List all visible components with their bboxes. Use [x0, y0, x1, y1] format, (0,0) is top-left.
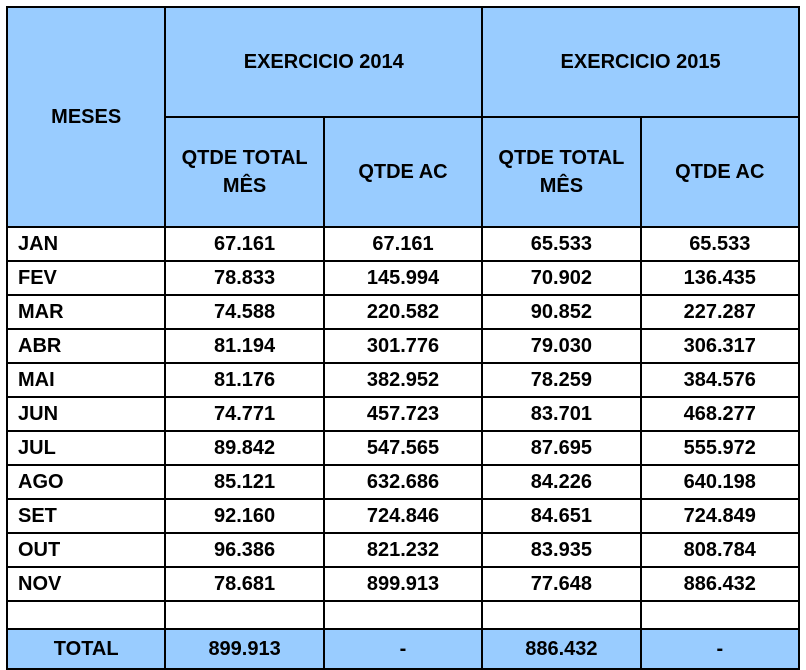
- y1-ac-cell: 632.686: [324, 465, 482, 499]
- y1-total-cell: 92.160: [165, 499, 323, 533]
- total-row: TOTAL 899.913 - 886.432 -: [7, 629, 799, 669]
- y1-ac-cell: 821.232: [324, 533, 482, 567]
- y2-ac-cell: 724.849: [641, 499, 799, 533]
- y1-total-cell: 74.588: [165, 295, 323, 329]
- y1-ac-cell: 301.776: [324, 329, 482, 363]
- month-cell: ABR: [7, 329, 165, 363]
- y2-ac-cell: 468.277: [641, 397, 799, 431]
- data-table: MESES EXERCICIO 2014 EXERCICIO 2015 QTDE…: [6, 6, 800, 670]
- month-cell: OUT: [7, 533, 165, 567]
- y2-ac-cell: 640.198: [641, 465, 799, 499]
- y2-ac-cell: 886.432: [641, 567, 799, 601]
- col-header-year1: EXERCICIO 2014: [165, 7, 482, 117]
- sub-y2-qt-ac: QTDE AC: [641, 117, 799, 227]
- table-row: JAN 67.161 67.161 65.533 65.533: [7, 227, 799, 261]
- y1-total-cell: 85.121: [165, 465, 323, 499]
- y2-ac-cell: 65.533: [641, 227, 799, 261]
- y2-total-cell: 87.695: [482, 431, 640, 465]
- y1-ac-cell: 145.994: [324, 261, 482, 295]
- sub-y2-qt-total: QTDE TOTAL MÊS: [482, 117, 640, 227]
- table-row: MAR 74.588 220.582 90.852 227.287: [7, 295, 799, 329]
- month-cell: MAI: [7, 363, 165, 397]
- y2-total-cell: 78.259: [482, 363, 640, 397]
- month-cell: JAN: [7, 227, 165, 261]
- y2-total-cell: 83.935: [482, 533, 640, 567]
- table-row: MAI 81.176 382.952 78.259 384.576: [7, 363, 799, 397]
- col-header-months: MESES: [7, 7, 165, 227]
- y1-total-cell: 96.386: [165, 533, 323, 567]
- y2-total-cell: 65.533: [482, 227, 640, 261]
- month-cell: JUN: [7, 397, 165, 431]
- y1-ac-cell: 899.913: [324, 567, 482, 601]
- empty-cell: [641, 601, 799, 629]
- month-cell: MAR: [7, 295, 165, 329]
- month-cell: JUL: [7, 431, 165, 465]
- month-cell: FEV: [7, 261, 165, 295]
- table-row: JUN 74.771 457.723 83.701 468.277: [7, 397, 799, 431]
- sub-y1-qt-ac: QTDE AC: [324, 117, 482, 227]
- empty-cell: [165, 601, 323, 629]
- total-y2-ac: -: [641, 629, 799, 669]
- y2-total-cell: 84.651: [482, 499, 640, 533]
- table-row: SET 92.160 724.846 84.651 724.849: [7, 499, 799, 533]
- table-row: JUL 89.842 547.565 87.695 555.972: [7, 431, 799, 465]
- total-y1-total: 899.913: [165, 629, 323, 669]
- table-row: OUT 96.386 821.232 83.935 808.784: [7, 533, 799, 567]
- y1-total-cell: 78.681: [165, 567, 323, 601]
- y1-ac-cell: 67.161: [324, 227, 482, 261]
- empty-cell: [324, 601, 482, 629]
- y1-total-cell: 67.161: [165, 227, 323, 261]
- month-cell: NOV: [7, 567, 165, 601]
- col-header-year2: EXERCICIO 2015: [482, 7, 799, 117]
- table-row: NOV 78.681 899.913 77.648 886.432: [7, 567, 799, 601]
- y1-ac-cell: 724.846: [324, 499, 482, 533]
- table-container: MESES EXERCICIO 2014 EXERCICIO 2015 QTDE…: [0, 0, 806, 655]
- empty-row: [7, 601, 799, 629]
- y2-ac-cell: 384.576: [641, 363, 799, 397]
- y1-total-cell: 74.771: [165, 397, 323, 431]
- y1-ac-cell: 382.952: [324, 363, 482, 397]
- sub-y1-qt-total: QTDE TOTAL MÊS: [165, 117, 323, 227]
- total-label: TOTAL: [7, 629, 165, 669]
- total-y1-ac: -: [324, 629, 482, 669]
- y2-total-cell: 90.852: [482, 295, 640, 329]
- y2-ac-cell: 808.784: [641, 533, 799, 567]
- y1-total-cell: 89.842: [165, 431, 323, 465]
- y1-ac-cell: 220.582: [324, 295, 482, 329]
- y2-ac-cell: 227.287: [641, 295, 799, 329]
- y2-total-cell: 70.902: [482, 261, 640, 295]
- y2-total-cell: 79.030: [482, 329, 640, 363]
- y2-ac-cell: 136.435: [641, 261, 799, 295]
- y2-ac-cell: 555.972: [641, 431, 799, 465]
- month-cell: AGO: [7, 465, 165, 499]
- month-cell: SET: [7, 499, 165, 533]
- table-row: FEV 78.833 145.994 70.902 136.435: [7, 261, 799, 295]
- y2-ac-cell: 306.317: [641, 329, 799, 363]
- y1-total-cell: 81.176: [165, 363, 323, 397]
- y1-total-cell: 81.194: [165, 329, 323, 363]
- y2-total-cell: 84.226: [482, 465, 640, 499]
- y2-total-cell: 83.701: [482, 397, 640, 431]
- y1-total-cell: 78.833: [165, 261, 323, 295]
- y1-ac-cell: 457.723: [324, 397, 482, 431]
- table-row: AGO 85.121 632.686 84.226 640.198: [7, 465, 799, 499]
- empty-cell: [7, 601, 165, 629]
- total-y2-total: 886.432: [482, 629, 640, 669]
- table-row: ABR 81.194 301.776 79.030 306.317: [7, 329, 799, 363]
- y2-total-cell: 77.648: [482, 567, 640, 601]
- header-row-1: MESES EXERCICIO 2014 EXERCICIO 2015: [7, 7, 799, 117]
- empty-cell: [482, 601, 640, 629]
- y1-ac-cell: 547.565: [324, 431, 482, 465]
